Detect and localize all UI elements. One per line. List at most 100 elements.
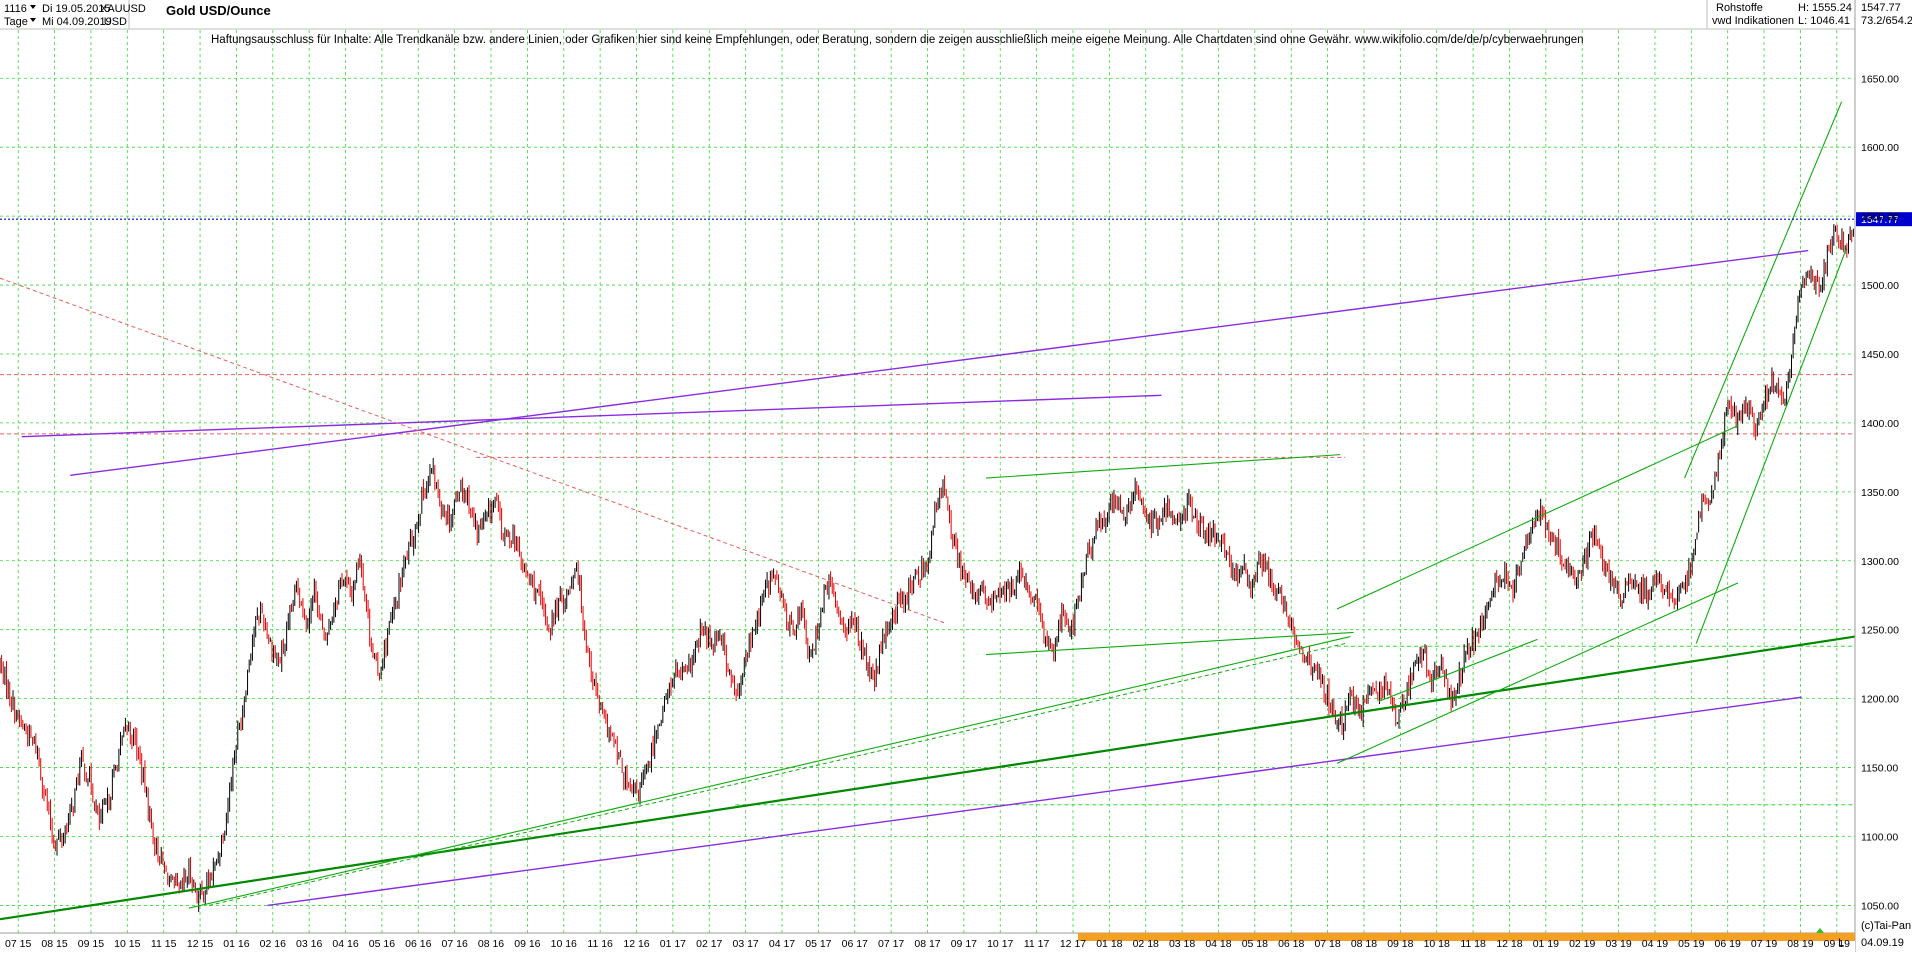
x-tick-label: 09 17 (951, 938, 977, 950)
footer: (c)Tai-Pan 04.09.19 L (1838, 920, 1911, 949)
y-tick-label: 1100.00 (1861, 831, 1898, 843)
y-tick-label: 1200.00 (1861, 694, 1899, 706)
x-tick-label: 12 16 (623, 938, 649, 950)
x-tick-label: 10 17 (987, 938, 1013, 950)
x-tick-label: 06 18 (1278, 938, 1304, 950)
x-tick-label: 11 15 (151, 938, 177, 950)
x-tick-label: 02 19 (1569, 938, 1595, 950)
x-tick-label: 05 17 (805, 938, 831, 950)
source-label: vwd Indikationen (1712, 15, 1794, 27)
y-tick-label: 1600.00 (1861, 142, 1899, 154)
high-value: H: 1555.24 (1798, 2, 1852, 14)
x-tick-label: 01 17 (660, 938, 686, 950)
x-tick-label: 08 17 (914, 938, 940, 950)
timeline-band (1078, 933, 1855, 941)
x-tick-label: 11 17 (1024, 938, 1050, 950)
period-code[interactable]: 1116 (4, 3, 27, 15)
date-from: Di 19.05.2015 (42, 3, 111, 15)
trendline (21, 394, 1162, 438)
x-tick-label: 07 19 (1751, 938, 1777, 950)
y-axis: 1050.00 1100.00 1150.00 1200.00 1250.00 1300.… (1861, 73, 1899, 912)
y-tick-label: 1400.00 (1861, 418, 1899, 430)
y-tick-label: 1650.00 (1861, 73, 1899, 85)
x-tick-label: 04 18 (1205, 938, 1231, 950)
x-tick-label: 08 16 (478, 938, 504, 950)
symbol-label: XAUUSD (100, 3, 146, 15)
last-price-tag (1856, 212, 1912, 227)
x-tick-label: 07 16 (442, 938, 468, 950)
x-tick-label: 08 18 (1351, 938, 1377, 950)
x-tick-label: 12 17 (1060, 938, 1086, 950)
trendline (267, 696, 1802, 907)
chevron-down-icon[interactable] (30, 5, 36, 9)
x-tick-label: 05 18 (1242, 938, 1268, 950)
y-tick-label: 1250.00 (1861, 625, 1899, 637)
y-tick-label: 1150.00 (1861, 763, 1898, 775)
x-tick-label: 10 16 (551, 938, 577, 950)
credit-label: (c)Tai-Pan (1861, 920, 1911, 932)
y-tick-label: 1050.00 (1861, 900, 1899, 912)
trendline (188, 636, 1351, 909)
x-tick-label: 03 16 (296, 938, 322, 950)
x-tick-label: 08 15 (41, 938, 67, 950)
candlestick-series (0, 205, 1856, 913)
x-tick-label: 09 16 (514, 938, 540, 950)
y-tick-label: 1450.00 (1861, 349, 1899, 361)
grid-lines (0, 30, 1855, 933)
x-tick-label: 12 15 (187, 938, 213, 950)
x-tick-label: 05 19 (1678, 938, 1704, 950)
scale-mode[interactable]: L (1838, 937, 1844, 949)
x-tick-label: 06 16 (405, 938, 431, 950)
x-tick-label: 11 16 (587, 938, 613, 950)
x-tick-label: 04 17 (769, 938, 795, 950)
interval-selector[interactable]: Tage (4, 16, 28, 28)
x-tick-label: 03 19 (1605, 938, 1631, 950)
marker-triangle-icon (1816, 928, 1824, 933)
x-tick-label: 07 18 (1314, 938, 1340, 950)
x-tick-label: 04 16 (332, 938, 358, 950)
trendline (1684, 101, 1843, 479)
trendline (1378, 638, 1538, 702)
y-tick-label: 1550.00 (1861, 211, 1899, 223)
x-tick-label: 02 17 (696, 938, 722, 950)
x-tick-label: 10 15 (114, 938, 140, 950)
x-tick-label: 11 18 (1460, 938, 1486, 950)
last-price-line: 1547.77 (0, 212, 1912, 227)
chevron-down-icon[interactable] (30, 18, 36, 22)
trendline (70, 249, 1809, 476)
x-tick-label: 03 18 (1169, 938, 1195, 950)
x-tick-label: 09 18 (1387, 938, 1413, 950)
trendline (985, 454, 1341, 479)
x-tick-label: 08 19 (1787, 938, 1813, 950)
trendline (1336, 425, 1739, 610)
category-label: Rohstoffe (1716, 2, 1763, 14)
x-tick-label: 07 15 (5, 938, 31, 950)
low-value: L: 1046.41 (1798, 15, 1850, 27)
x-tick-label: 07 17 (878, 938, 904, 950)
trendline (0, 635, 1856, 921)
x-tick-label: 05 16 (369, 938, 395, 950)
trendline (985, 631, 1354, 656)
trendline (1695, 247, 1848, 644)
y-tick-label: 1300.00 (1861, 556, 1899, 568)
trendlines (0, 101, 1856, 921)
x-tick-label: 01 18 (1096, 938, 1122, 950)
date-to: Mi 04.09.2019 (42, 16, 112, 28)
x-tick-label: 09 19 (1824, 938, 1850, 950)
trendline (1336, 582, 1739, 764)
uptrend-dashed (208, 643, 1346, 906)
x-tick-label: 06 17 (842, 938, 868, 950)
x-tick-label: 04 19 (1642, 938, 1668, 950)
x-tick-label: 01 19 (1533, 938, 1559, 950)
last-price-label: 1547.77 (1861, 214, 1899, 226)
x-tick-label: 10 18 (1424, 938, 1450, 950)
disclaimer-text: Haftungsausschluss für Inhalte: Alle Tre… (211, 34, 1584, 46)
y-tick-label: 1500.00 (1861, 280, 1899, 292)
change-value: 73.2/654.2 (1861, 15, 1912, 27)
chart-title: Gold USD/Ounce (166, 3, 271, 18)
x-axis: 07 15 08 15 09 15 10 15 11 15 12 15 01 16 02 16… (0, 928, 1855, 952)
